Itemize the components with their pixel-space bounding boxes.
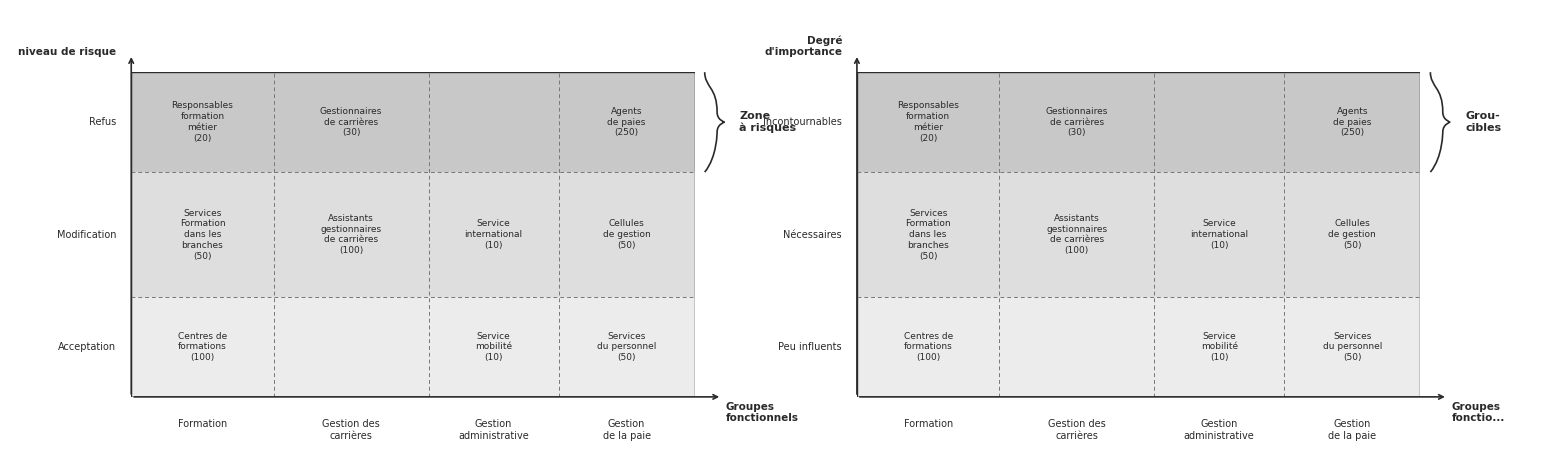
Text: Refus: Refus xyxy=(90,117,116,127)
Text: niveau de risque: niveau de risque xyxy=(19,47,116,57)
Bar xyxy=(131,72,695,172)
Text: Centres de
formations
(100): Centres de formations (100) xyxy=(178,331,227,362)
Text: Service
international
(10): Service international (10) xyxy=(1190,219,1248,250)
Text: Degré
d'importance: Degré d'importance xyxy=(764,35,841,57)
Text: Service
mobilité
(10): Service mobilité (10) xyxy=(1201,331,1238,362)
Text: Agents
de paies
(250): Agents de paies (250) xyxy=(607,107,645,138)
Text: Services
du personnel
(50): Services du personnel (50) xyxy=(1323,331,1382,362)
Text: Gestion
administrative: Gestion administrative xyxy=(1184,419,1255,441)
Text: Services
Formation
dans les
branches
(50): Services Formation dans les branches (50… xyxy=(179,208,225,261)
Text: Gestionnaires
de carrières
(30): Gestionnaires de carrières (30) xyxy=(320,107,383,138)
Bar xyxy=(131,172,695,297)
Text: Gestion
administrative: Gestion administrative xyxy=(459,419,530,441)
Bar xyxy=(857,72,1420,172)
Text: Grou-
cibles: Grou- cibles xyxy=(1465,111,1501,133)
Text: Services
Formation
dans les
branches
(50): Services Formation dans les branches (50… xyxy=(905,208,951,261)
Text: Service
international
(10): Service international (10) xyxy=(465,219,522,250)
Bar xyxy=(131,297,695,397)
Text: Services
du personnel
(50): Services du personnel (50) xyxy=(598,331,656,362)
Text: Groupes
fonctio...: Groupes fonctio... xyxy=(1451,402,1505,423)
Text: Gestion des
carrières: Gestion des carrières xyxy=(323,419,380,441)
Text: Cellules
de gestion
(50): Cellules de gestion (50) xyxy=(602,219,650,250)
Bar xyxy=(857,297,1420,397)
Text: Zone
à risques: Zone à risques xyxy=(740,111,797,133)
Bar xyxy=(857,172,1420,297)
Text: Incontournables: Incontournables xyxy=(763,117,841,127)
Text: Formation: Formation xyxy=(178,419,227,429)
Text: Nécessaires: Nécessaires xyxy=(783,230,841,239)
Text: Formation: Formation xyxy=(903,419,953,429)
Text: Gestion des
carrières: Gestion des carrières xyxy=(1048,419,1106,441)
Text: Gestion
de la paie: Gestion de la paie xyxy=(602,419,650,441)
Text: Acceptation: Acceptation xyxy=(59,342,116,352)
Text: Responsables
formation
métier
(20): Responsables formation métier (20) xyxy=(171,101,233,143)
Text: Service
mobilité
(10): Service mobilité (10) xyxy=(476,331,513,362)
Text: Peu influents: Peu influents xyxy=(778,342,841,352)
Text: Agents
de paies
(250): Agents de paies (250) xyxy=(1332,107,1371,138)
Text: Assistants
gestionnaires
de carrières
(100): Assistants gestionnaires de carrières (1… xyxy=(321,214,381,255)
Text: Assistants
gestionnaires
de carrières
(100): Assistants gestionnaires de carrières (1… xyxy=(1047,214,1107,255)
Text: Responsables
formation
métier
(20): Responsables formation métier (20) xyxy=(897,101,959,143)
Text: Cellules
de gestion
(50): Cellules de gestion (50) xyxy=(1328,219,1376,250)
Text: Modification: Modification xyxy=(57,230,116,239)
Text: Gestionnaires
de carrières
(30): Gestionnaires de carrières (30) xyxy=(1045,107,1109,138)
Text: Centres de
formations
(100): Centres de formations (100) xyxy=(903,331,953,362)
Text: Gestion
de la paie: Gestion de la paie xyxy=(1328,419,1376,441)
Text: Groupes
fonctionnels: Groupes fonctionnels xyxy=(726,402,798,423)
